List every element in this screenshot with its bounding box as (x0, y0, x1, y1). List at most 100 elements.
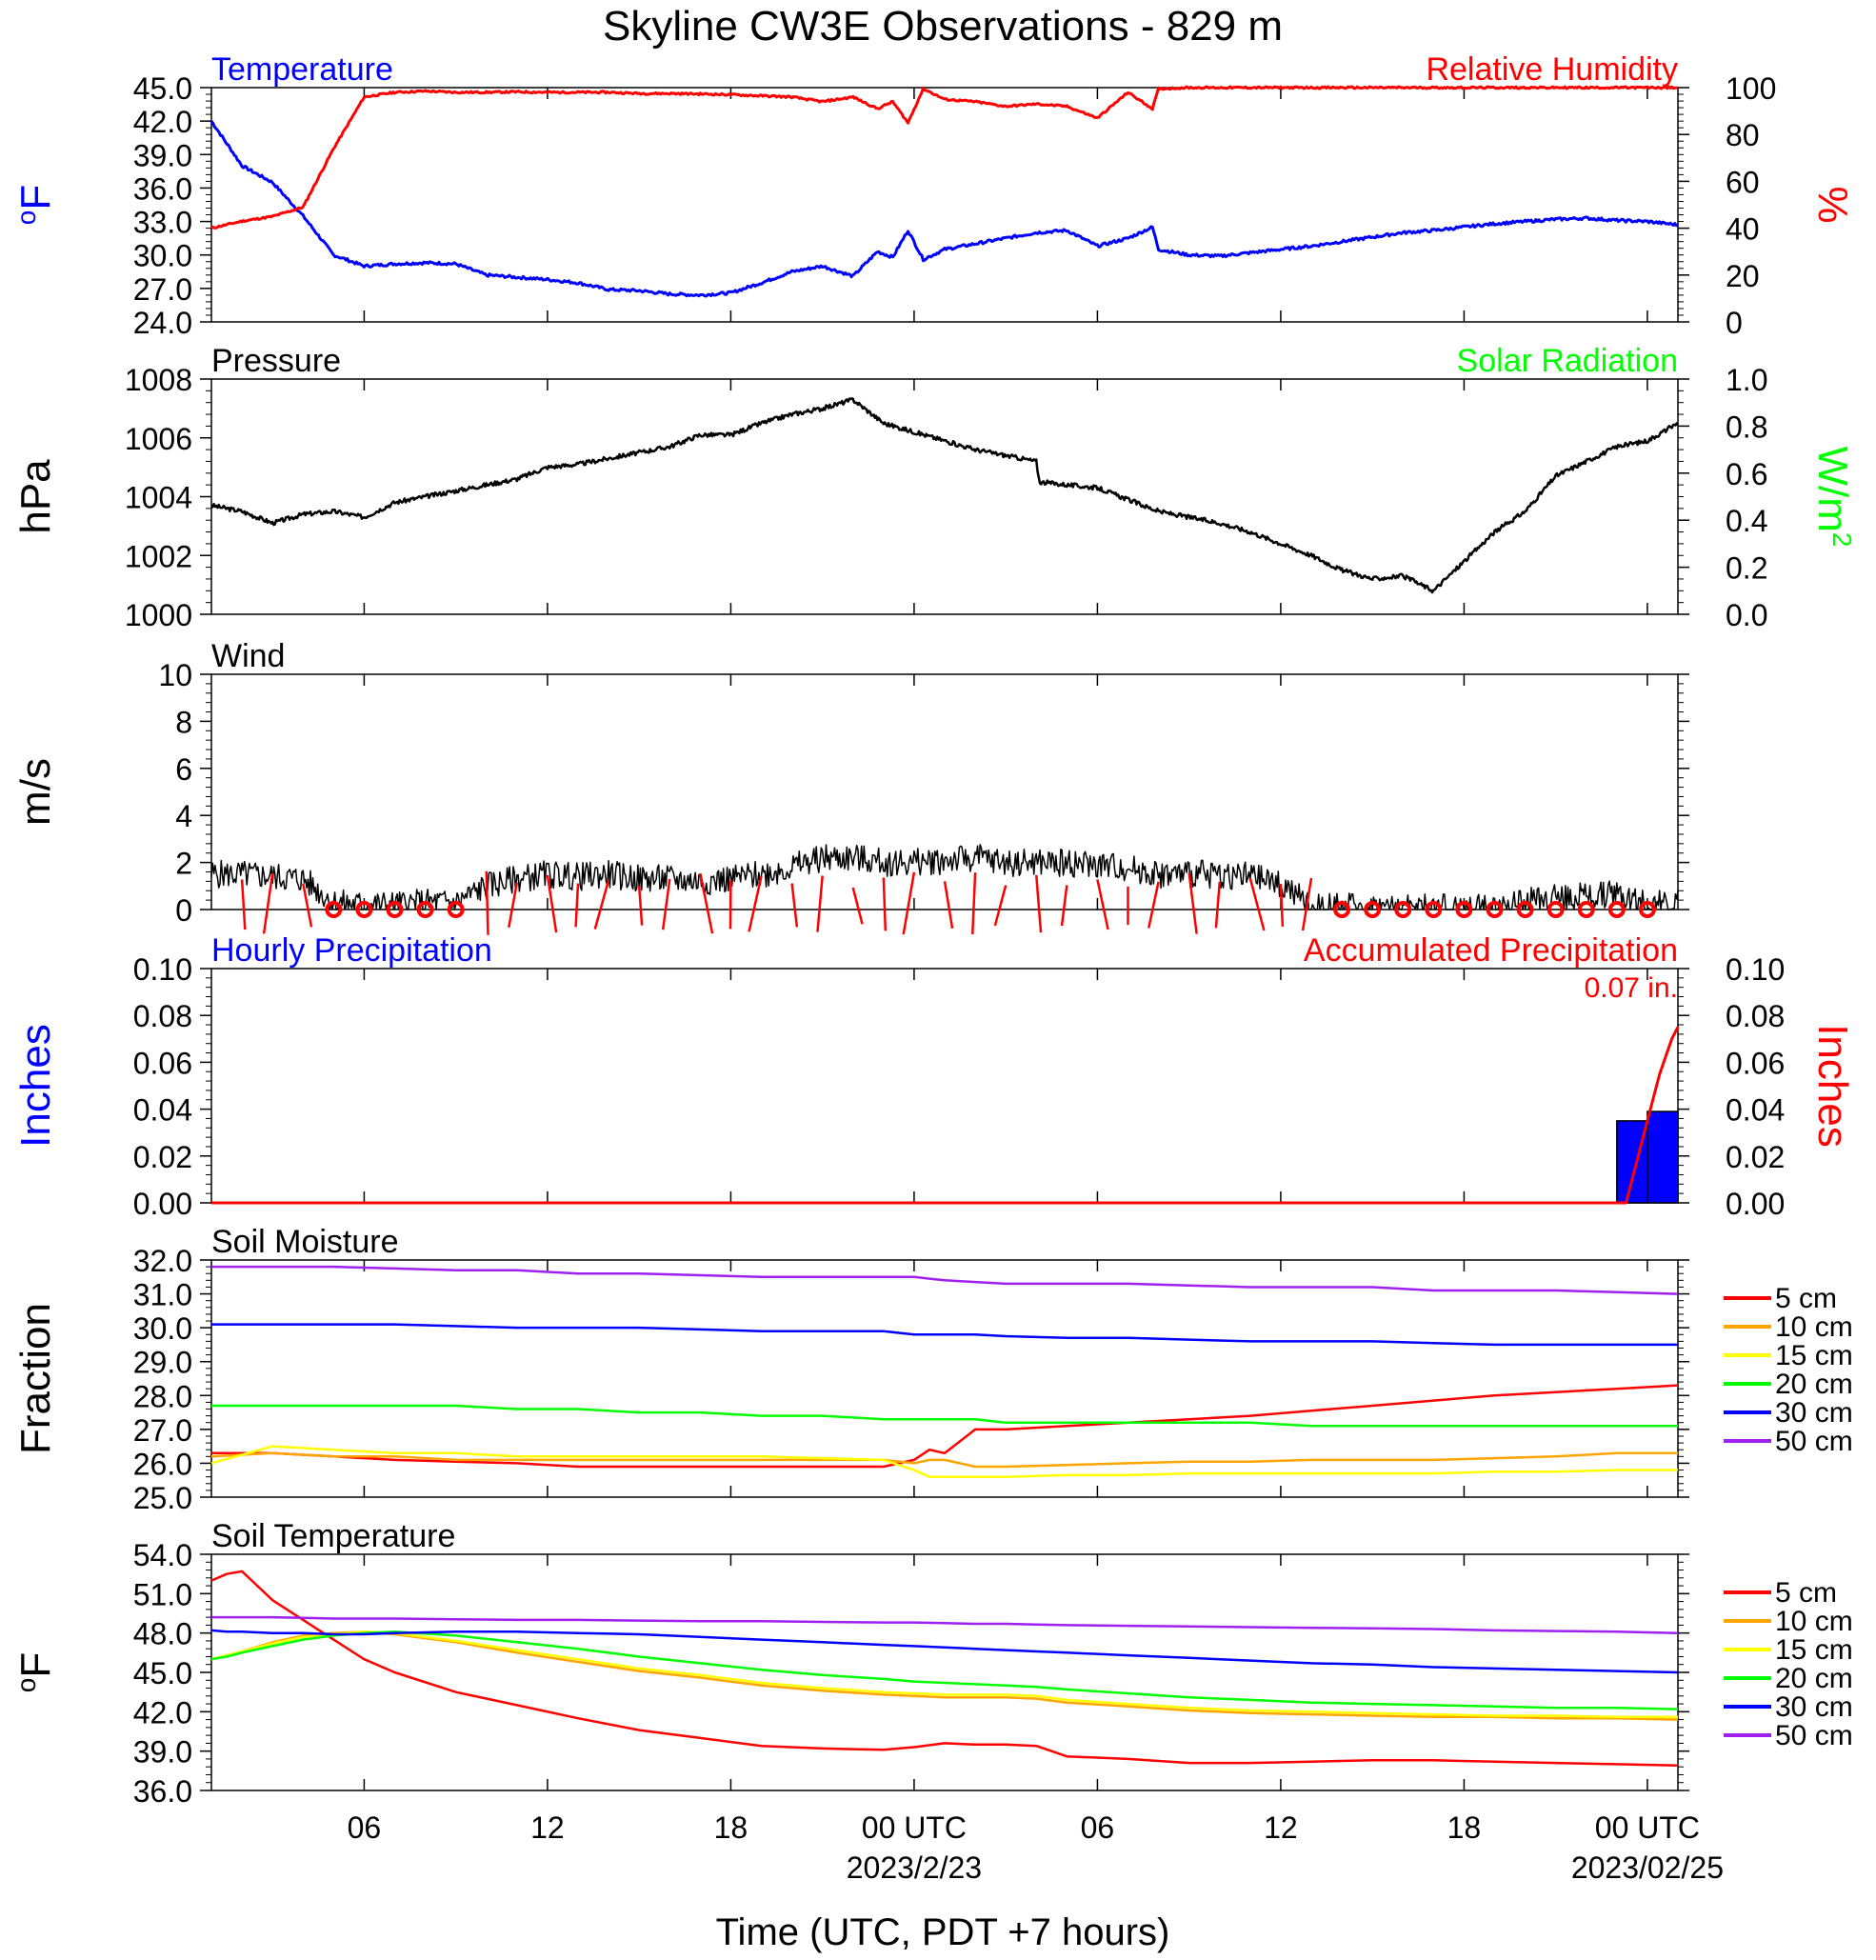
y-tick-label: 48.0 (133, 1617, 192, 1651)
legend-label: 30 cm (1775, 1691, 1853, 1723)
y-tick-label: 45.0 (133, 1656, 192, 1690)
panel-frame (210, 968, 1679, 1204)
wind-barb (485, 870, 489, 935)
wind-barb (508, 882, 519, 929)
precip-total-label: 0.07 in. (1585, 972, 1678, 1004)
y2-tick-label: 60 (1726, 165, 1760, 199)
y2-tick-label: 0.06 (1726, 1046, 1785, 1080)
panel-left-title: Pressure (211, 343, 341, 379)
wind-barb (1060, 885, 1068, 927)
soil-series-50-cm (211, 1265, 1679, 1295)
wind-barb (882, 877, 888, 931)
y-tick-label: 1002 (125, 539, 192, 573)
calm-wind-marker (416, 901, 434, 918)
y-tick-label: 42.0 (133, 1695, 192, 1730)
y2-tick-label: 40 (1726, 212, 1760, 247)
wind-barb (1148, 881, 1160, 929)
wind-barb (971, 872, 977, 934)
wind-barb (1096, 879, 1109, 930)
x-tick-label: 00 UTC (1595, 1810, 1700, 1845)
y2-tick-label: 100 (1726, 71, 1776, 106)
y-tick-label: 29.0 (133, 1346, 192, 1380)
y-tick-label: 10 (158, 658, 192, 692)
y-tick-label: 27.0 (133, 1413, 192, 1448)
legend-label: 5 cm (1775, 1283, 1837, 1314)
y-tick-label: 45.0 (133, 71, 192, 106)
y2-axis-label: W/m2 (1809, 447, 1858, 548)
wind-barb (262, 872, 274, 934)
y-tick-label: 25.0 (133, 1481, 192, 1515)
y-tick-label: 1004 (125, 481, 192, 515)
calm-wind-marker (355, 901, 373, 918)
soil-series-5-cm (210, 1570, 1679, 1768)
panel-5: 25.026.027.028.029.030.031.032.0 Soil Moi… (12, 1224, 1853, 1515)
panel-left-title: Hourly Precipitation (211, 932, 492, 969)
wind-barb (1035, 874, 1043, 933)
panel-left-title: Wind (211, 638, 285, 674)
y2-tick-label: 0.02 (1726, 1140, 1785, 1174)
y-tick-label: 0.10 (133, 952, 192, 987)
hourly-precip-bar (1616, 1120, 1648, 1204)
x-tick-label: 18 (714, 1810, 748, 1845)
wind-barb (1214, 881, 1221, 929)
wind-barb (851, 887, 864, 925)
x-axis: 06 12 18 00 UTC 2023/2/23 06 12 18 00 UTC 2023/02… (348, 1810, 1724, 1885)
y-tick-label: 27.0 (133, 272, 192, 307)
y2-tick-label: 0.6 (1726, 457, 1767, 491)
panel-frame (210, 87, 1679, 323)
x-axis-label: Time (UTC, PDT +7 hours) (716, 1911, 1170, 1953)
y2-axis-label: % (1809, 186, 1856, 223)
y-tick-label: 8 (175, 705, 192, 739)
y2-tick-label: 0 (1726, 306, 1743, 340)
y2-tick-label: 0.4 (1726, 504, 1767, 538)
soil-series-30-cm (211, 1323, 1678, 1347)
panel-frame (210, 378, 1679, 615)
calm-wind-marker (1516, 901, 1534, 918)
y-axis-label: m/s (12, 758, 59, 826)
legend-label: 15 cm (1775, 1340, 1853, 1371)
y-tick-label: 36.0 (133, 1774, 192, 1809)
calm-wind-marker (1394, 901, 1412, 918)
x-tick-label: 18 (1447, 1810, 1482, 1845)
soil-series-30-cm (210, 1629, 1679, 1674)
y-tick-label: 26.0 (133, 1447, 192, 1481)
wind-speed-line (210, 844, 1679, 910)
panel-right-title: Accumulated Precipitation (1304, 932, 1678, 969)
accumulated-precip-line (211, 1026, 1680, 1205)
panel-frame (210, 1553, 1679, 1791)
x-tick-label: 06 (348, 1810, 382, 1845)
wind-barb (661, 878, 671, 930)
y-tick-label: 51.0 (133, 1577, 192, 1611)
y-tick-label: 1000 (125, 598, 192, 632)
y-tick-label: 6 (175, 752, 192, 787)
soil-series-10-cm (210, 1451, 1678, 1469)
soil-series-5-cm (211, 1384, 1679, 1469)
calm-wind-marker (447, 901, 465, 918)
panel-left-title: Soil Moisture (211, 1224, 399, 1260)
y-tick-label: 0.00 (133, 1187, 192, 1221)
calm-wind-marker (325, 901, 343, 918)
calm-wind-marker (1638, 901, 1656, 918)
wind-barb (790, 883, 799, 928)
wind-barb (637, 885, 644, 926)
wind-barb (302, 883, 313, 928)
panel-left-title: Temperature (211, 51, 393, 88)
wind-barb (1279, 884, 1285, 927)
y-axis-label: Inches (12, 1024, 59, 1148)
soil-series-15-cm (210, 1630, 1678, 1719)
y-tick-label: 2 (175, 847, 192, 881)
wind-barb (1301, 877, 1313, 931)
y2-tick-label: 80 (1726, 118, 1760, 152)
y-tick-label: 4 (175, 799, 192, 833)
y2-tick-label: 20 (1726, 259, 1760, 293)
y-tick-label: 28.0 (133, 1379, 192, 1413)
y2-tick-label: 0.10 (1726, 952, 1785, 987)
calm-wind-marker (1333, 901, 1351, 918)
panel-2: 1000 1002 1004 1006 1008 0.0 0.2 0.4 0.6 0.8 1.0 Pr… (12, 343, 1858, 632)
y-tick-label: 0.08 (133, 999, 192, 1033)
wind-barb (593, 879, 610, 930)
y-tick-label: 39.0 (133, 1735, 192, 1770)
y-tick-label: 39.0 (133, 138, 192, 172)
calm-wind-marker (1547, 901, 1565, 918)
